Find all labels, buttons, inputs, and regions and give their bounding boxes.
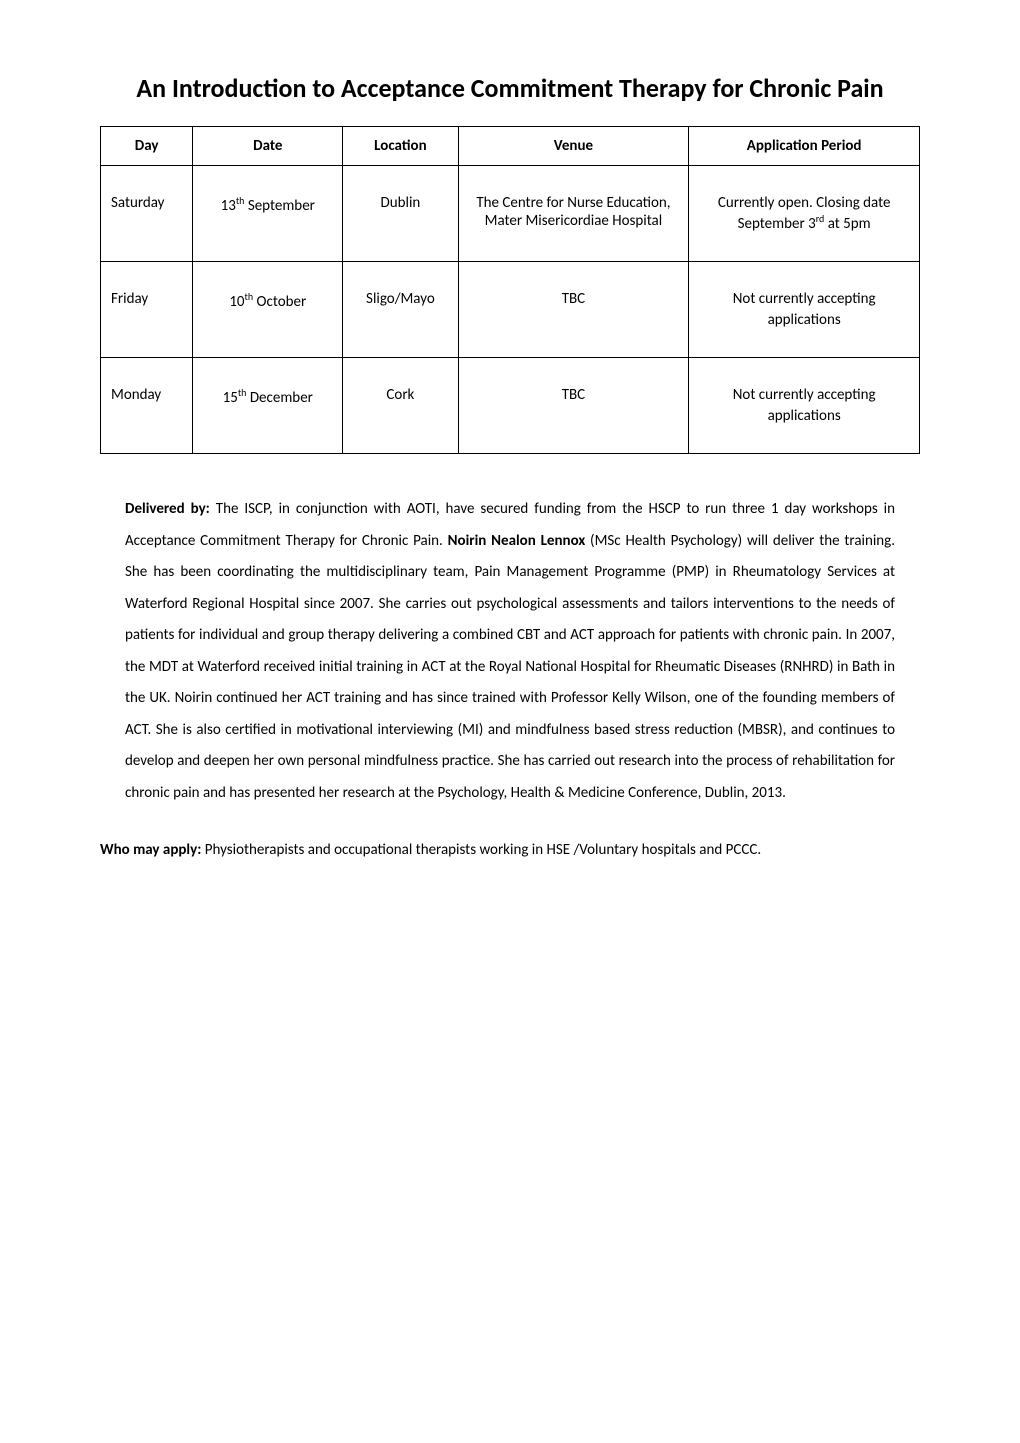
date-post: September	[244, 197, 314, 215]
who-may-apply-text: Physiotherapists and occupational therap…	[205, 841, 761, 859]
cell-location: Dublin	[343, 166, 458, 262]
table-header-row: Day Date Location Venue Application Peri…	[101, 127, 920, 166]
date-pre: 15	[223, 389, 238, 407]
schedule-table: Day Date Location Venue Application Peri…	[100, 126, 920, 454]
presenter-name: Noirin Nealon Lennox	[448, 532, 590, 550]
cell-day: Monday	[101, 358, 193, 454]
period-post: at 5pm	[824, 215, 870, 233]
cell-period: Not currently accepting applications	[689, 358, 920, 454]
table-row: Saturday 13th September Dublin The Centr…	[101, 166, 920, 262]
cell-venue: TBC	[458, 262, 689, 358]
cell-day: Friday	[101, 262, 193, 358]
period-sup: rd	[816, 212, 825, 225]
header-date: Date	[193, 127, 343, 166]
header-day: Day	[101, 127, 193, 166]
date-post: October	[253, 293, 306, 311]
cell-day: Saturday	[101, 166, 193, 262]
table-row: Monday 15th December Cork TBC Not curren…	[101, 358, 920, 454]
period-pre: Not currently accepting applications	[733, 386, 876, 425]
cell-venue: TBC	[458, 358, 689, 454]
cell-period: Not currently accepting applications	[689, 262, 920, 358]
cell-location: Cork	[343, 358, 458, 454]
date-post: December	[246, 389, 312, 407]
delivered-by-label: Delivered by:	[125, 500, 216, 518]
delivered-by-paragraph: Delivered by: The ISCP, in conjunction w…	[100, 494, 920, 809]
page-title: An Introduction to Acceptance Commitment…	[100, 70, 920, 106]
date-pre: 10	[229, 293, 244, 311]
header-location: Location	[343, 127, 458, 166]
table-row: Friday 10th October Sligo/Mayo TBC Not c…	[101, 262, 920, 358]
who-may-apply-paragraph: Who may apply: Physiotherapists and occu…	[100, 839, 920, 862]
date-pre: 13	[221, 197, 236, 215]
cell-date: 13th September	[193, 166, 343, 262]
cell-venue: The Centre for Nurse Education, Mater Mi…	[458, 166, 689, 262]
cell-period: Currently open. Closing date September 3…	[689, 166, 920, 262]
cell-date: 10th October	[193, 262, 343, 358]
who-may-apply-label: Who may apply:	[100, 841, 205, 859]
header-venue: Venue	[458, 127, 689, 166]
date-sup: th	[245, 290, 254, 303]
cell-date: 15th December	[193, 358, 343, 454]
header-period: Application Period	[689, 127, 920, 166]
period-pre: Not currently accepting applications	[733, 290, 876, 329]
cell-location: Sligo/Mayo	[343, 262, 458, 358]
delivered-by-text-2: (MSc Health Psychology) will deliver the…	[125, 532, 895, 802]
